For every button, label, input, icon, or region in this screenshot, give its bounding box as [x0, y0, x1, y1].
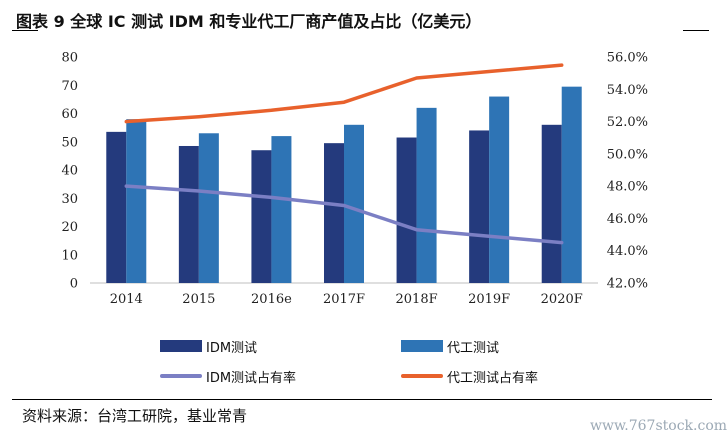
x-tick-label: 2014 [110, 292, 143, 307]
figure-header: 图表 9 全球 IC 测试 IDM 和专业代工厂商产值及占比（亿美元） [0, 0, 727, 40]
x-tick-label: 2015 [182, 292, 215, 307]
y-right-tick-label: 44.0% [607, 244, 648, 259]
bar-foundry-test [489, 96, 510, 283]
legend-line-foundry-share [401, 374, 443, 378]
bar-idm-test [324, 143, 344, 283]
line-foundry-share [124, 63, 564, 124]
y-left-tick-label: 40 [61, 164, 78, 179]
source-note: 资料来源：台湾工研院，基业常青 [22, 407, 248, 425]
bar-idm-test [541, 124, 562, 283]
y-left-tick-label: 30 [61, 192, 78, 207]
figure-title: 图表 9 全球 IC 测试 IDM 和专业代工厂商产值及占比（亿美元） [16, 12, 482, 31]
x-tick-label: 2016e [251, 292, 292, 307]
y-right-tick-label: 56.0% [607, 51, 648, 66]
y-right-tick-label: 48.0% [607, 180, 648, 195]
legend-line-idm-share [160, 374, 202, 378]
y-left-tick-label: 20 [61, 220, 78, 235]
x-tick-label: 2020F [541, 292, 583, 307]
legend-item-idm-share: IDM测试占有率 [160, 366, 360, 386]
legend-item-foundry-test: 代工测试 [401, 336, 581, 356]
x-tick-label: 2017F [323, 292, 365, 307]
bar-foundry-test [416, 107, 437, 283]
legend-swatch-idm-test [160, 340, 202, 352]
bar-idm-test [469, 130, 490, 283]
bar-idm-test [396, 137, 417, 283]
legend-label-idm-share: IDM测试占有率 [206, 371, 297, 386]
x-tick-label: 2018F [396, 292, 438, 307]
y-left-tick-label: 50 [61, 135, 78, 150]
bar-foundry-test [126, 119, 147, 284]
y-right-tick-label: 50.0% [607, 147, 648, 162]
legend-item-idm-test: IDM测试 [160, 336, 340, 356]
title-rule-left [12, 30, 38, 31]
bar-foundry-test [561, 86, 582, 283]
y-left-tick-label: 10 [61, 248, 78, 263]
bar-foundry-test [344, 124, 364, 283]
legend-label-idm-test: IDM测试 [206, 341, 258, 356]
legend-label-foundry-share: 代工测试占有率 [447, 371, 539, 386]
x-tick-label: 2019F [468, 292, 510, 307]
legend-swatch-foundry-test [401, 340, 443, 352]
y-left-tick-label: 70 [61, 79, 78, 94]
title-rule-right [683, 30, 709, 31]
line-idm-share [124, 184, 564, 245]
watermark: www.767stock.com [590, 418, 727, 434]
bar-foundry-test [271, 136, 292, 283]
bar-foundry-test [198, 133, 219, 283]
y-right-tick-label: 46.0% [607, 212, 648, 227]
combo-chart: 0 10 20 30 40 50 60 70 80 42.0% 44.0% 46.0% 48.0% 50.… [61, 51, 648, 308]
y-right-tick-label: 42.0% [607, 277, 648, 292]
y-right-tick-label: 54.0% [607, 83, 648, 98]
footer-rule [12, 399, 712, 400]
legend-label-foundry-test: 代工测试 [447, 341, 500, 356]
y-left-tick-label: 80 [61, 51, 78, 66]
legend-item-foundry-share: 代工测试占有率 [401, 366, 601, 386]
y-right-tick-label: 52.0% [607, 115, 648, 130]
bar-idm-test [251, 150, 272, 283]
bar-idm-test [106, 131, 127, 283]
bar-idm-test [178, 145, 199, 283]
y-left-tick-label: 60 [61, 107, 78, 122]
y-left-tick-label: 0 [70, 277, 78, 292]
